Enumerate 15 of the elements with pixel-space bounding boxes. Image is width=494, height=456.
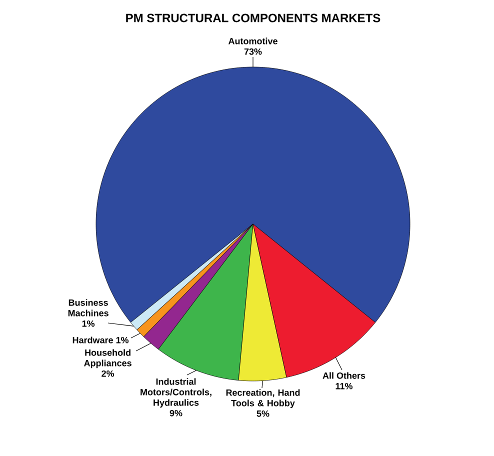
chart-title: PM STRUCTURAL COMPONENTS MARKETS <box>126 14 380 22</box>
slice-label: Industrial Motors/Controls, Hydraulics <box>140 378 212 408</box>
slice-label: Household Appliances <box>84 349 132 368</box>
data-label: 1% <box>82 320 95 327</box>
data-label: 1% <box>116 336 129 344</box>
slice-label: Business Machines <box>68 299 108 316</box>
slice-label: Automotive <box>228 38 278 44</box>
data-label: 5% <box>256 410 270 417</box>
data-label: 2% <box>102 370 114 377</box>
slice-label: Recreation, Hand Tools & Hobby <box>226 389 300 408</box>
data-label: 11% <box>336 382 353 390</box>
slice-label: All Others <box>322 372 366 379</box>
slice-label: Hardware <box>72 336 113 344</box>
data-label: 73% <box>244 48 262 55</box>
data-label: 9% <box>170 410 182 416</box>
